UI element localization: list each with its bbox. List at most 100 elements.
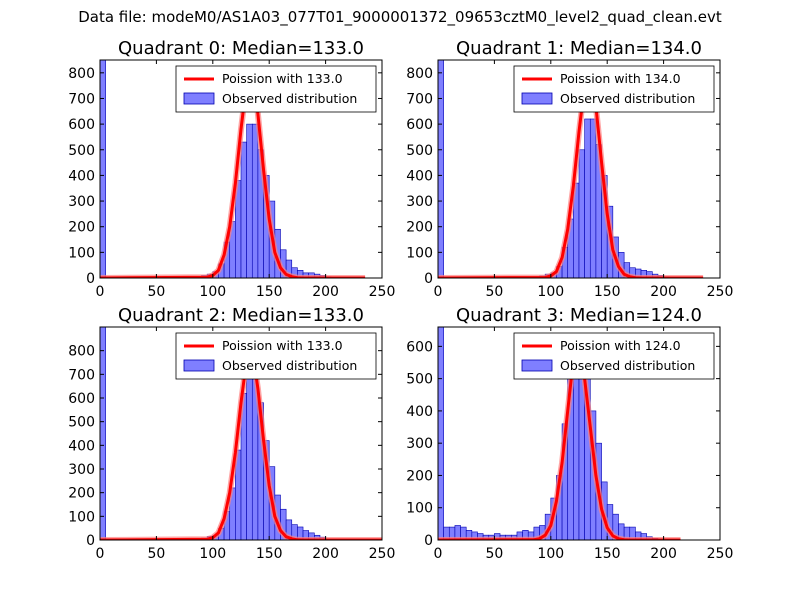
- x-tick-label: 250: [707, 546, 734, 562]
- plot-area: [100, 60, 366, 278]
- x-tick-label: 250: [369, 284, 396, 300]
- y-tick-label: 200: [68, 220, 95, 236]
- legend-entry-fit: Poission with 133.0: [222, 71, 343, 86]
- y-tick-label: 800: [68, 344, 95, 360]
- histogram-bar: [589, 118, 597, 278]
- x-tick-label: 200: [650, 546, 677, 562]
- histogram-bar: [251, 123, 259, 278]
- legend-entry-fit: Poission with 134.0: [560, 71, 681, 86]
- histogram-bar: [573, 352, 580, 540]
- y-tick-label: 0: [424, 533, 433, 549]
- x-tick-label: 100: [199, 546, 226, 562]
- legend-entry-fit: Poission with 133.0: [222, 338, 343, 353]
- panel-title: Quadrant 3: Median=124.0: [456, 305, 702, 326]
- x-tick-label: 200: [312, 546, 339, 562]
- x-tick-label: 200: [650, 284, 677, 300]
- panel-2: 0 50 100 150 200 250 0 100 200 300 400 500 600 700 800…: [68, 305, 395, 562]
- x-tick-label: 100: [537, 546, 564, 562]
- y-tick-label: 100: [406, 501, 433, 517]
- y-tick-label: 200: [406, 220, 433, 236]
- y-tick-label: 300: [68, 194, 95, 210]
- legend-entry-fit: Poission with 124.0: [560, 338, 681, 353]
- legend-entry-observed: Observed distribution: [222, 91, 357, 106]
- y-tick-label: 600: [68, 391, 95, 407]
- x-tick-label: 150: [594, 284, 621, 300]
- x-tick-label: 150: [594, 546, 621, 562]
- x-tick-label: 250: [707, 284, 734, 300]
- legend: Poission with 133.0 Observed distribution: [175, 332, 377, 380]
- y-tick-label: 600: [68, 117, 95, 133]
- figure-suptitle: Data file: modeM0/AS1A03_077T01_90000013…: [78, 8, 722, 26]
- panel-title: Quadrant 0: Median=133.0: [118, 38, 364, 59]
- legend-entry-observed: Observed distribution: [560, 358, 695, 373]
- y-tick-label: 100: [406, 245, 433, 261]
- panel-title: Quadrant 1: Median=134.0: [456, 38, 702, 59]
- y-tick-label: 800: [68, 66, 95, 82]
- x-tick-label: 200: [312, 284, 339, 300]
- x-tick-label: 150: [256, 546, 283, 562]
- legend: Poission with 134.0 Observed distribution: [513, 65, 715, 113]
- panel-1: 0 50 100 150 200 250 0 100 200 300 400 500 600 700 800…: [406, 38, 733, 300]
- y-tick-label: 400: [68, 168, 95, 184]
- y-tick-label: 800: [406, 66, 433, 82]
- x-tick-label: 50: [147, 546, 165, 562]
- x-tick-label: 50: [485, 284, 503, 300]
- axes-frame: [99, 326, 383, 541]
- y-tick-label: 100: [68, 245, 95, 261]
- y-tick-label: 500: [68, 415, 95, 431]
- x-tick-label: 100: [199, 284, 226, 300]
- y-tick-label: 500: [406, 143, 433, 159]
- y-tick-label: 400: [406, 404, 433, 420]
- legend-bar-swatch: [183, 92, 215, 105]
- legend-entry-observed: Observed distribution: [560, 91, 695, 106]
- y-tick-label: 200: [68, 486, 95, 502]
- histogram-bar: [100, 327, 106, 540]
- x-tick-label: 50: [485, 546, 503, 562]
- legend: Poission with 133.0 Observed distribution: [175, 65, 377, 113]
- legend: Poission with 124.0 Observed distribution: [513, 332, 715, 380]
- legend-bar-swatch: [521, 359, 553, 372]
- x-tick-label: 0: [96, 284, 105, 300]
- y-tick-label: 100: [68, 509, 95, 525]
- histogram-bar: [578, 149, 585, 278]
- x-tick-label: 0: [434, 284, 443, 300]
- y-tick-label: 300: [406, 436, 433, 452]
- panel-0: 0 50 100 150 200 250 0 100 200 300 400 500 600 700 800…: [68, 38, 395, 300]
- panel-title: Quadrant 2: Median=133.0: [118, 305, 364, 326]
- axes-frame: [99, 59, 383, 279]
- x-tick-label: 50: [147, 284, 165, 300]
- y-tick-label: 700: [406, 91, 433, 107]
- y-tick-label: 300: [406, 194, 433, 210]
- y-tick-label: 600: [406, 339, 433, 355]
- y-tick-label: 0: [86, 271, 95, 287]
- histogram-bar: [246, 123, 253, 278]
- x-tick-label: 0: [434, 546, 443, 562]
- legend-bar-swatch: [183, 359, 215, 372]
- axes-frame: [437, 59, 721, 279]
- y-tick-label: 0: [86, 533, 95, 549]
- y-tick-label: 500: [406, 372, 433, 388]
- y-tick-label: 0: [424, 271, 433, 287]
- y-tick-label: 300: [68, 462, 95, 478]
- x-tick-label: 150: [256, 284, 283, 300]
- y-tick-label: 400: [406, 168, 433, 184]
- y-tick-label: 200: [406, 468, 433, 484]
- x-tick-label: 250: [369, 546, 396, 562]
- panel-3: 0 50 100 150 200 250 0 100 200 300 400 500 600 Quadra…: [406, 305, 733, 562]
- x-tick-label: 100: [537, 284, 564, 300]
- histogram-bar: [100, 60, 106, 278]
- y-tick-label: 700: [68, 91, 95, 107]
- legend-entry-observed: Observed distribution: [222, 358, 357, 373]
- y-tick-label: 500: [68, 143, 95, 159]
- histogram-bar: [240, 141, 247, 278]
- legend-bar-swatch: [521, 92, 553, 105]
- y-tick-label: 600: [406, 117, 433, 133]
- histogram-bar: [246, 374, 253, 540]
- y-tick-label: 400: [68, 438, 95, 454]
- histogram-bar: [584, 118, 591, 278]
- histogram-bar: [438, 327, 444, 540]
- y-tick-label: 700: [68, 367, 95, 383]
- axes-frame: [437, 326, 721, 541]
